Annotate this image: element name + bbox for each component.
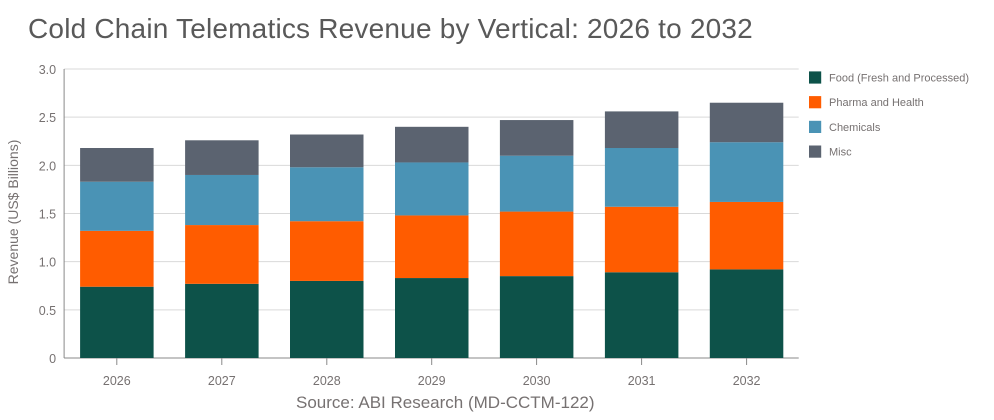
svg-text:2031: 2031 xyxy=(628,374,656,388)
svg-text:Chemicals: Chemicals xyxy=(829,122,881,134)
svg-text:0.5: 0.5 xyxy=(39,304,56,318)
svg-text:2032: 2032 xyxy=(733,374,761,388)
svg-text:2.0: 2.0 xyxy=(39,159,56,173)
svg-text:3.0: 3.0 xyxy=(39,63,56,77)
svg-text:2029: 2029 xyxy=(418,374,446,388)
svg-text:2.5: 2.5 xyxy=(39,111,56,125)
svg-text:2027: 2027 xyxy=(208,374,236,388)
svg-text:2028: 2028 xyxy=(313,374,341,388)
svg-text:2030: 2030 xyxy=(523,374,551,388)
svg-text:Misc: Misc xyxy=(829,147,852,159)
svg-text:Pharma and Health: Pharma and Health xyxy=(829,97,924,109)
svg-text:0: 0 xyxy=(49,352,56,366)
svg-text:Food (Fresh and Processed): Food (Fresh and Processed) xyxy=(829,72,969,84)
svg-text:1.5: 1.5 xyxy=(39,208,56,222)
svg-text:2026: 2026 xyxy=(103,374,131,388)
svg-text:Revenue (US$ Billions): Revenue (US$ Billions) xyxy=(5,140,21,285)
svg-text:1.0: 1.0 xyxy=(39,256,56,270)
